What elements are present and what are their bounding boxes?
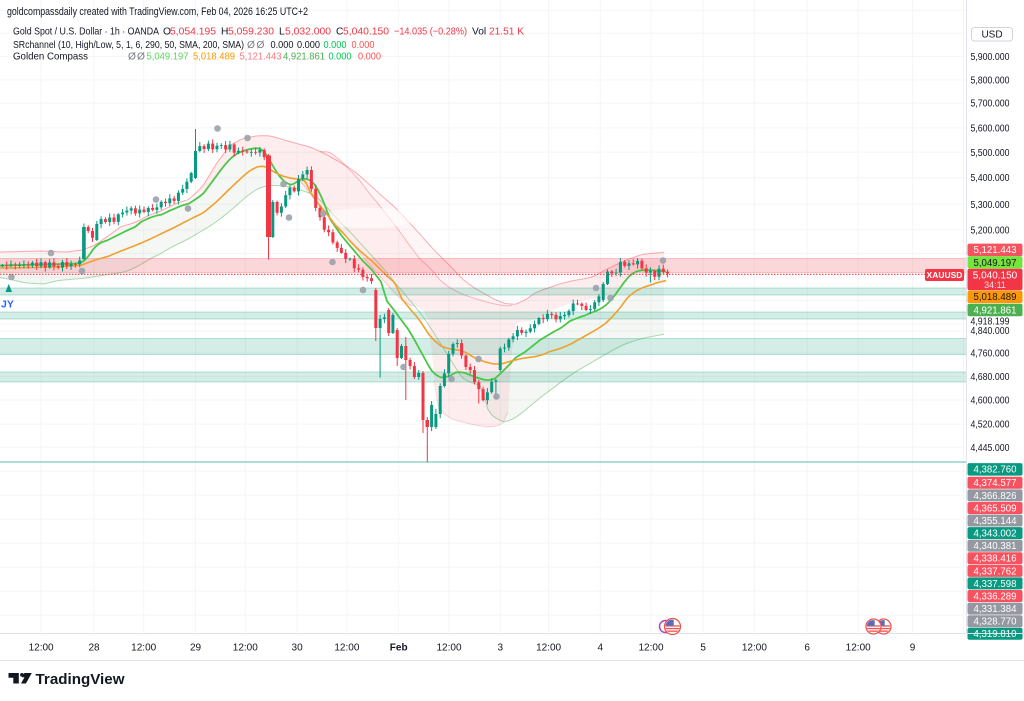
svg-text:H: H [221,27,228,38]
svg-text:4,343.002: 4,343.002 [974,529,1017,540]
svg-text:L: L [279,27,285,38]
svg-text:5,121.443: 5,121.443 [240,51,282,62]
svg-text:4,338.416: 4,338.416 [974,554,1017,565]
svg-text:12:00: 12:00 [742,643,767,654]
svg-text:5,018.489: 5,018.489 [974,292,1017,303]
svg-text:USD: USD [981,30,1002,41]
svg-text:0.000: 0.000 [324,40,347,51]
svg-text:12:00: 12:00 [846,643,871,654]
svg-text:12:00: 12:00 [436,643,461,654]
svg-text:O: O [163,27,171,38]
svg-text:0.000: 0.000 [297,40,320,51]
svg-text:0.000: 0.000 [358,51,381,62]
svg-text:6: 6 [804,643,810,654]
svg-text:4,355.144: 4,355.144 [974,516,1017,527]
svg-text:Ø: Ø [128,51,136,62]
svg-text:12:00: 12:00 [131,643,156,654]
svg-text:12:00: 12:00 [334,643,359,654]
svg-text:Ø: Ø [137,51,145,62]
svg-text:4,520.000: 4,520.000 [971,420,1010,431]
svg-text:5,900.000: 5,900.000 [971,52,1010,63]
svg-text:4,382.760: 4,382.760 [974,465,1017,476]
svg-text:5,300.000: 5,300.000 [971,200,1010,211]
svg-text:12:00: 12:00 [638,643,663,654]
svg-text:5: 5 [700,643,706,654]
svg-text:0.000: 0.000 [352,40,375,51]
svg-text:5,059.230: 5,059.230 [228,27,274,38]
svg-text:12:00: 12:00 [29,643,54,654]
svg-text:5,032.000: 5,032.000 [285,27,331,38]
svg-text:30: 30 [292,643,304,654]
svg-text:Vol: Vol [472,27,486,38]
svg-text:9: 9 [910,643,916,654]
svg-text:34:11: 34:11 [984,280,1006,290]
svg-text:5,200.000: 5,200.000 [971,225,1010,236]
svg-text:21.51 K: 21.51 K [489,27,524,38]
svg-text:4,366.826: 4,366.826 [974,491,1017,502]
svg-text:5,054.195: 5,054.195 [170,27,216,38]
svg-text:5,700.000: 5,700.000 [971,99,1010,110]
svg-text:JY: JY [1,299,14,311]
svg-text:4,337.762: 4,337.762 [974,566,1017,577]
svg-text:28: 28 [88,643,100,654]
svg-text:5,400.000: 5,400.000 [971,173,1010,184]
svg-text:5,040.150: 5,040.150 [343,27,389,38]
svg-text:5,500.000: 5,500.000 [971,148,1010,159]
svg-text:29: 29 [190,643,202,654]
svg-text:5,049.197: 5,049.197 [974,258,1017,269]
svg-text:Golden Compass: Golden Compass [13,51,88,62]
svg-text:4,445.000: 4,445.000 [971,443,1010,454]
svg-text:4,319.810: 4,319.810 [974,629,1017,640]
svg-text:4,328.770: 4,328.770 [974,617,1017,628]
svg-text:5,121.443: 5,121.443 [974,245,1017,256]
svg-text:4,840.000: 4,840.000 [971,326,1010,337]
svg-text:4,921.861: 4,921.861 [283,51,325,62]
svg-text:4,340.381: 4,340.381 [974,541,1017,552]
svg-text:4,331.384: 4,331.384 [974,604,1017,615]
svg-text:XAUUSD: XAUUSD [927,270,963,280]
svg-text:5,800.000: 5,800.000 [971,75,1010,86]
svg-text:5,040.150: 5,040.150 [973,271,1018,282]
svg-text:Ø: Ø [257,40,265,51]
svg-text:4,600.000: 4,600.000 [971,396,1010,407]
svg-text:4,680.000: 4,680.000 [971,372,1010,383]
svg-text:Gold Spot / U.S. Dollar · 1h ·: Gold Spot / U.S. Dollar · 1h · OANDA [13,27,159,38]
svg-text:3: 3 [498,643,504,654]
svg-text:4: 4 [598,643,604,654]
svg-text:4,365.509: 4,365.509 [974,503,1017,514]
svg-text:5,600.000: 5,600.000 [971,123,1010,134]
svg-text:4,336.289: 4,336.289 [974,591,1017,602]
svg-text:SRchannel (10, High/Low, 5, 1,: SRchannel (10, High/Low, 5, 1, 6, 290, 5… [13,40,244,51]
svg-text:Ø: Ø [247,40,255,51]
svg-text:5,018.489: 5,018.489 [193,51,235,62]
svg-text:C: C [336,27,343,38]
svg-text:4,374.577: 4,374.577 [974,478,1017,489]
svg-text:4,921.861: 4,921.861 [974,305,1017,316]
svg-text:−14.035 (−0.28%): −14.035 (−0.28%) [394,27,467,38]
svg-text:12:00: 12:00 [233,643,258,654]
svg-text:4,918.199: 4,918.199 [971,317,1010,328]
svg-text:goldcompassdaily created with: goldcompassdaily created with TradingVie… [7,6,308,18]
svg-text:0.000: 0.000 [271,40,294,51]
svg-text:Feb: Feb [390,643,408,654]
svg-text:TradingView: TradingView [36,671,125,688]
svg-text:0.000: 0.000 [329,51,352,62]
svg-text:4,760.000: 4,760.000 [971,349,1010,360]
svg-text:4,337.598: 4,337.598 [974,579,1017,590]
svg-text:5,049.197: 5,049.197 [147,51,189,62]
svg-text:12:00: 12:00 [536,643,561,654]
